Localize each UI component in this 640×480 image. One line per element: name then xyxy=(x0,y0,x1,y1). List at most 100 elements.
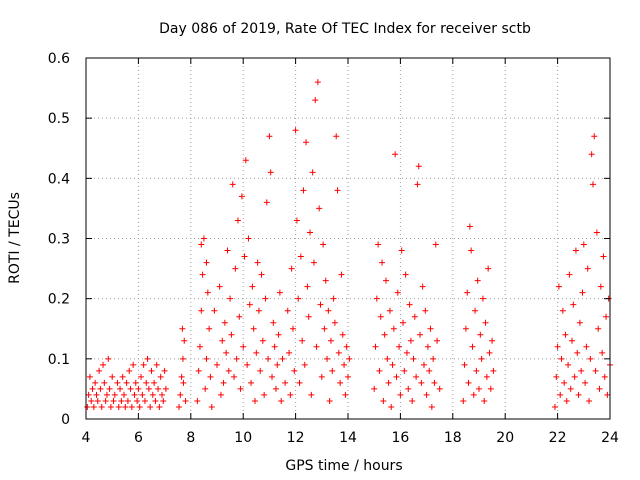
data-point xyxy=(111,391,118,398)
data-point xyxy=(345,373,351,380)
data-point xyxy=(295,295,302,302)
data-point xyxy=(561,379,568,386)
data-point xyxy=(271,343,278,350)
data-point xyxy=(603,313,610,320)
data-point xyxy=(97,385,104,392)
data-point xyxy=(304,283,311,290)
data-point xyxy=(485,265,492,272)
data-point xyxy=(469,343,476,350)
data-point xyxy=(478,355,485,362)
data-point xyxy=(141,397,148,404)
data-point xyxy=(432,241,439,248)
data-point xyxy=(403,349,410,356)
data-point xyxy=(219,337,226,344)
data-point xyxy=(216,283,223,290)
data-point xyxy=(118,397,125,404)
data-point xyxy=(389,361,396,368)
y-tick-labels: 0 0.1 0.2 0.3 0.4 0.5 0.6 xyxy=(48,51,70,428)
data-point xyxy=(269,373,276,380)
data-point xyxy=(110,397,117,404)
y-tick-label: 0.1 xyxy=(48,352,70,368)
data-point xyxy=(232,265,239,272)
data-point xyxy=(572,247,579,254)
data-point xyxy=(329,367,336,374)
data-point xyxy=(101,379,108,386)
data-point xyxy=(300,187,307,194)
data-point xyxy=(140,361,147,368)
data-point xyxy=(468,247,475,254)
data-point xyxy=(586,397,593,404)
data-point xyxy=(207,373,214,380)
data-point xyxy=(474,277,481,284)
data-point xyxy=(279,355,286,362)
data-point xyxy=(309,169,316,176)
data-point xyxy=(100,361,107,368)
data-point xyxy=(278,397,285,404)
data-point xyxy=(94,397,101,404)
data-point xyxy=(314,79,321,86)
data-point xyxy=(558,355,565,362)
data-point xyxy=(376,367,383,374)
data-point xyxy=(267,169,274,176)
data-point xyxy=(566,271,573,278)
data-point xyxy=(583,343,590,350)
data-point xyxy=(420,361,427,368)
data-point xyxy=(130,361,137,368)
data-point xyxy=(479,295,486,302)
data-point xyxy=(551,403,558,410)
data-point xyxy=(377,313,384,320)
data-point xyxy=(117,385,124,392)
data-point xyxy=(407,337,414,344)
data-point xyxy=(591,133,598,140)
data-point xyxy=(321,325,328,332)
data-point xyxy=(132,379,139,386)
data-point xyxy=(411,313,418,320)
data-point xyxy=(198,241,205,248)
data-point xyxy=(238,193,245,200)
data-point xyxy=(324,355,331,362)
data-point xyxy=(85,391,92,398)
data-point xyxy=(96,367,103,374)
x-tick-label: 4 xyxy=(82,430,91,446)
data-point xyxy=(297,253,304,260)
data-point xyxy=(259,337,266,344)
data-point xyxy=(262,295,269,302)
y-tick-label: 0.3 xyxy=(48,232,70,248)
data-point xyxy=(288,265,295,272)
data-point xyxy=(86,373,93,380)
data-point xyxy=(182,397,189,404)
data-point xyxy=(482,319,489,326)
data-point xyxy=(115,403,122,410)
data-point xyxy=(423,391,430,398)
data-point xyxy=(257,367,264,374)
data-point xyxy=(225,367,232,374)
data-point xyxy=(248,379,255,386)
data-point xyxy=(234,217,241,224)
data-point xyxy=(460,397,467,404)
data-point xyxy=(244,361,251,368)
data-point xyxy=(92,379,99,386)
data-point xyxy=(386,307,393,314)
data-point xyxy=(327,337,334,344)
data-point xyxy=(481,397,488,404)
data-point xyxy=(576,319,583,326)
data-point xyxy=(292,127,299,134)
data-point xyxy=(310,259,317,266)
data-point xyxy=(588,151,595,158)
data-point xyxy=(241,253,248,260)
data-point xyxy=(145,385,152,392)
data-point xyxy=(595,325,602,332)
data-point xyxy=(93,391,100,398)
data-point xyxy=(570,301,577,308)
data-point xyxy=(390,325,397,332)
data-point xyxy=(473,367,480,374)
data-point xyxy=(179,325,186,332)
data-point xyxy=(131,391,138,398)
data-point xyxy=(84,403,91,410)
data-point xyxy=(135,385,142,392)
data-point xyxy=(296,379,303,386)
data-point xyxy=(554,343,561,350)
data-point xyxy=(221,319,228,326)
data-point xyxy=(326,397,333,404)
data-point xyxy=(334,187,341,194)
